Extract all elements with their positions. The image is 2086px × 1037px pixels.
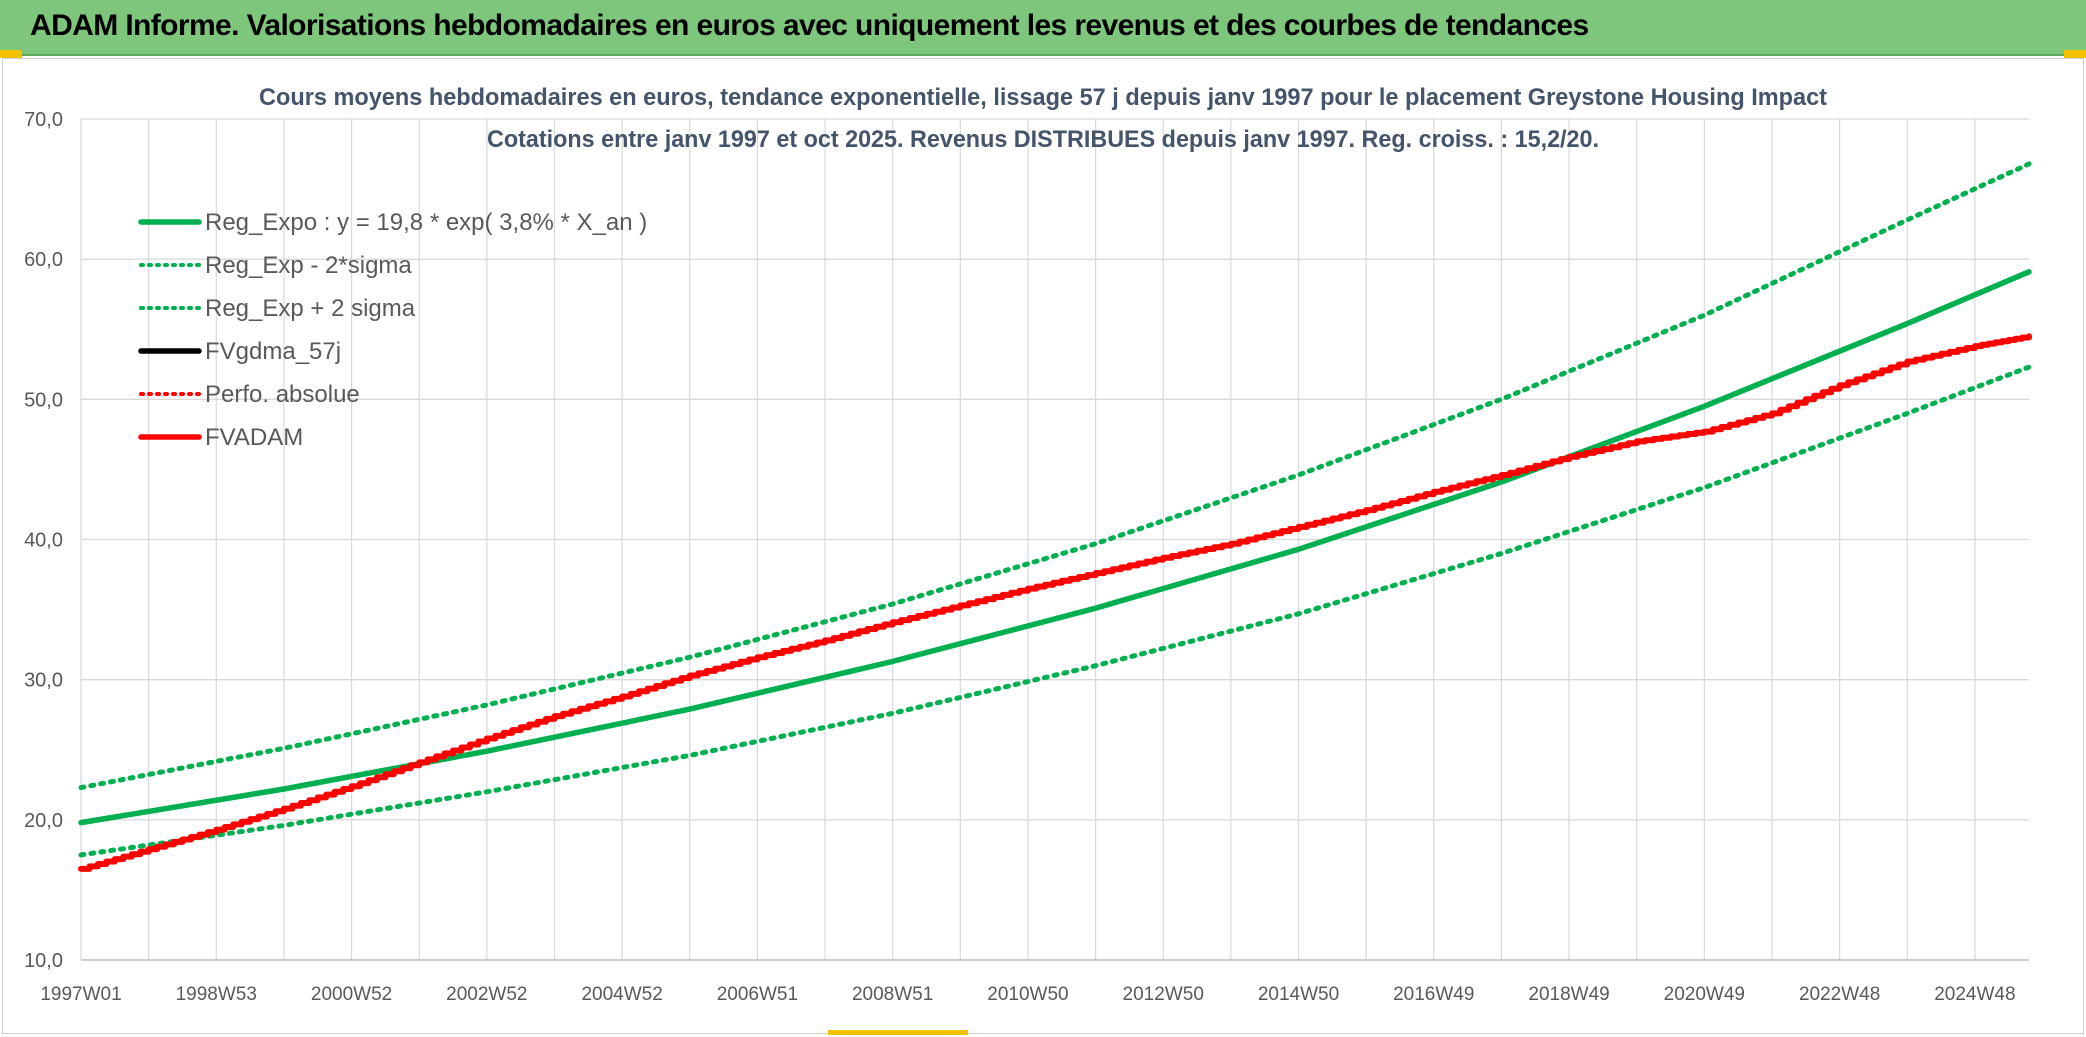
y-tick-label: 10,0 — [24, 950, 63, 972]
corner-mark-right — [2064, 50, 2086, 58]
x-tick-label: 2022W48 — [1799, 984, 1880, 1005]
legend-label: Reg_Exp + 2 sigma — [205, 295, 416, 322]
chart-subtitle: Cotations entre janv 1997 et oct 2025. R… — [487, 126, 1599, 153]
corner-mark-left — [0, 50, 22, 58]
x-tick-label: 2002W52 — [446, 984, 527, 1005]
series-line-reg-exp-plus-2sigma — [78, 161, 2032, 791]
report-title: ADAM Informe. Valorisations hebdomadaire… — [30, 9, 1589, 42]
x-tick-label: 2018W49 — [1528, 984, 1609, 1005]
x-tick-label: 2000W52 — [311, 984, 392, 1005]
x-tick-label: 2020W49 — [1664, 984, 1745, 1005]
series-line-reg-exp-minus-2sigma — [78, 364, 2032, 858]
legend-label: FVgdma_57j — [205, 338, 341, 365]
line-chart: 10,0 20,0 30,0 40,0 50,0 60,0 70,0 1997W01 1998W… — [24, 84, 2032, 1005]
bottom-mark — [828, 1030, 968, 1035]
series-line-reg-expo — [78, 269, 2032, 826]
x-tick-label: 1997W01 — [40, 984, 121, 1005]
legend-label: Reg_Exp - 2*sigma — [205, 252, 412, 279]
series-line-fvadam — [78, 333, 2032, 872]
y-tick-label: 40,0 — [24, 530, 63, 552]
y-tick-label: 60,0 — [24, 249, 63, 271]
x-tick-label: 2004W52 — [581, 984, 662, 1005]
legend-label: FVADAM — [205, 424, 303, 451]
chart-area: 10,0 20,0 30,0 40,0 50,0 60,0 70,0 1997W01 1998W… — [2, 58, 2084, 1034]
x-tick-label: 2012W50 — [1123, 984, 1204, 1005]
report-banner: ADAM Informe. Valorisations hebdomadaire… — [0, 0, 2086, 56]
x-tick-label: 2014W50 — [1258, 984, 1339, 1005]
legend-label: Perfo. absolue — [205, 381, 360, 408]
x-tick-label: 2016W49 — [1393, 984, 1474, 1005]
y-tick-label: 20,0 — [24, 810, 63, 832]
x-tick-label: 2006W51 — [717, 984, 798, 1005]
y-tick-label: 30,0 — [24, 670, 63, 692]
y-tick-label: 70,0 — [24, 109, 63, 131]
y-tick-label: 50,0 — [24, 389, 63, 411]
x-tick-label: 2008W51 — [852, 984, 933, 1005]
legend-label: Reg_Expo : y = 19,8 * exp( 3,8% * X_an ) — [205, 209, 647, 236]
x-tick-label: 1998W53 — [176, 984, 257, 1005]
x-tick-label: 2024W48 — [1934, 984, 2015, 1005]
x-tick-label: 2010W50 — [987, 984, 1068, 1005]
chart-title: Cours moyens hebdomadaires en euros, ten… — [259, 84, 1827, 111]
